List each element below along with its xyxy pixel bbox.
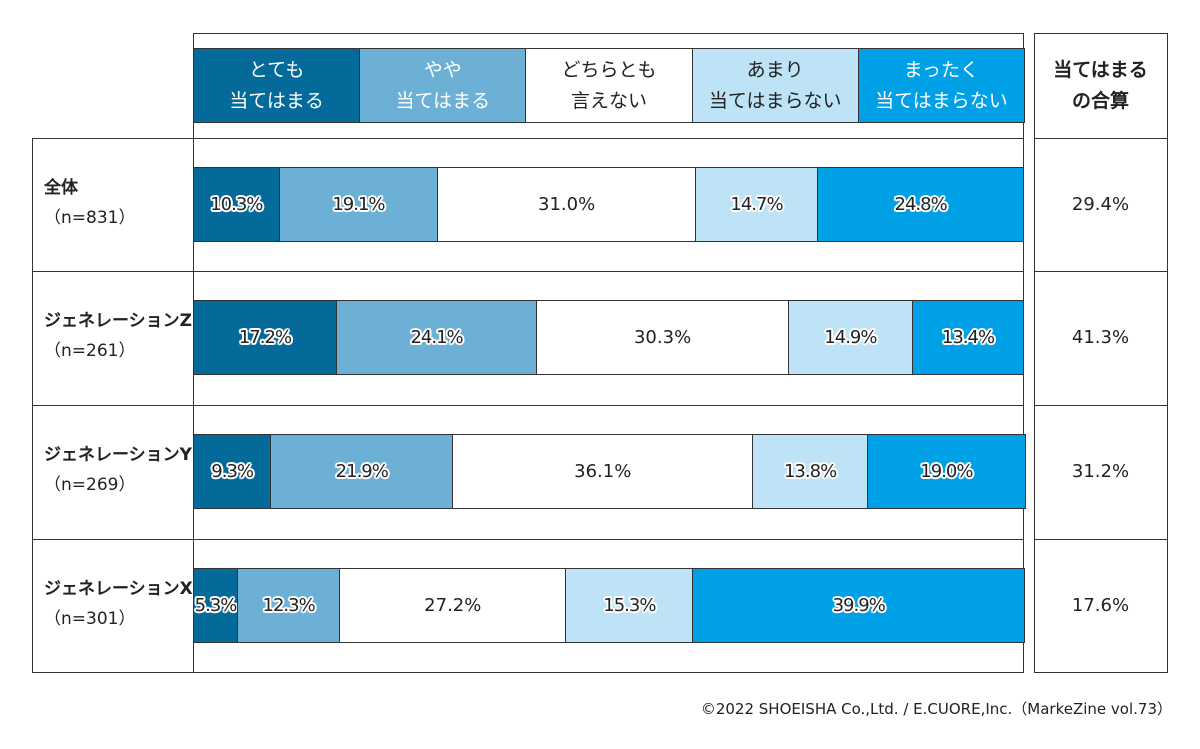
row-label: ジェネレーションZ （n=261） <box>44 306 192 366</box>
bar-segment: 30.3% <box>536 300 789 375</box>
row-divider <box>1034 271 1168 272</box>
bar-value-label: 39.9% <box>832 595 886 616</box>
legend-item: やや 当てはまる <box>359 48 527 123</box>
bar-segment: 5.3% <box>193 568 239 643</box>
category-name: 全体 <box>44 178 78 198</box>
bar-value-label: 27.2% <box>424 595 482 616</box>
bar-value-label: 5.3% <box>194 595 238 616</box>
bar-segment: 19.0% <box>866 434 1026 509</box>
bar-segment: 13.8% <box>752 434 868 509</box>
bar-value-label: 13.4% <box>941 327 995 348</box>
credit: ©2022 SHOEISHA Co.,Ltd. / E.CUORE,Inc.（M… <box>700 700 1172 718</box>
bar-segment: 27.2% <box>339 568 567 643</box>
bar-segment: 17.2% <box>193 300 337 375</box>
category-name: ジェネレーションX <box>44 579 193 599</box>
category-n: （n=269） <box>44 475 136 495</box>
sum-value: 29.4% <box>1071 194 1130 215</box>
bar-segment: 31.0% <box>437 167 696 242</box>
row-divider <box>32 405 1024 406</box>
category-name: ジェネレーションZ <box>44 311 192 331</box>
bar-segment: 21.9% <box>270 434 454 509</box>
category-n: （n=301） <box>44 609 136 629</box>
bar-value-label: 36.1% <box>574 461 632 482</box>
bar-value-label: 10.3% <box>210 194 263 215</box>
row-divider <box>32 539 1024 540</box>
legend-item: とても 当てはまる <box>193 48 361 123</box>
bar-segment: 24.1% <box>335 300 538 375</box>
bar-segment: 14.7% <box>694 167 819 242</box>
bar-segment: 9.3% <box>193 434 272 509</box>
bar-segment: 36.1% <box>452 434 754 509</box>
bar-value-label: 17.2% <box>238 327 292 348</box>
bar-segment: 13.4% <box>911 300 1025 375</box>
legend-item: まったく 当てはまらない <box>857 48 1025 123</box>
bar-value-label: 14.7% <box>730 194 783 215</box>
sum-value: 17.6% <box>1071 595 1130 616</box>
sum-header: 当てはまる の合算 <box>1053 58 1148 112</box>
bar-segment: 15.3% <box>565 568 694 643</box>
bar-value-label: 19.1% <box>332 194 385 215</box>
row-divider <box>32 271 1024 272</box>
bar-value-label: 21.9% <box>335 461 389 482</box>
header-divider <box>32 138 1024 139</box>
bar-value-label: 30.3% <box>633 327 692 348</box>
category-name: ジェネレーションY <box>44 445 192 465</box>
sum-value: 31.2% <box>1071 461 1130 482</box>
bar-segment: 24.8% <box>817 167 1025 242</box>
bar-value-label: 15.3% <box>603 595 656 616</box>
bar-segment: 12.3% <box>237 568 341 643</box>
bar-segment: 39.9% <box>692 568 1025 643</box>
bar-value-label: 24.8% <box>894 194 948 215</box>
row-divider <box>1034 539 1168 540</box>
bar-value-label: 12.3% <box>262 595 316 616</box>
category-n: （n=261） <box>44 341 136 361</box>
row-label: 全体 （n=831） <box>44 173 135 233</box>
category-n: （n=831） <box>44 208 136 228</box>
row-label: ジェネレーションX （n=301） <box>44 574 193 634</box>
bar-segment: 19.1% <box>278 167 439 242</box>
sum-column-frame <box>1034 33 1168 673</box>
row-label: ジェネレーションY （n=269） <box>44 440 192 500</box>
row-divider <box>1034 405 1168 406</box>
bar-value-label: 19.0% <box>920 461 973 482</box>
bar-value-label: 31.0% <box>538 194 596 215</box>
legend-item: どちらとも 言えない <box>525 48 693 123</box>
sum-header-divider <box>1034 138 1168 139</box>
bar-value-label: 13.8% <box>783 461 837 482</box>
bar-value-label: 9.3% <box>211 461 254 482</box>
bar-value-label: 14.9% <box>824 327 877 348</box>
sum-value: 41.3% <box>1071 327 1130 348</box>
legend-item: あまり 当てはまらない <box>691 48 859 123</box>
bar-segment: 10.3% <box>193 167 280 242</box>
bar-value-label: 24.1% <box>410 327 463 348</box>
bar-segment: 14.9% <box>787 300 913 375</box>
